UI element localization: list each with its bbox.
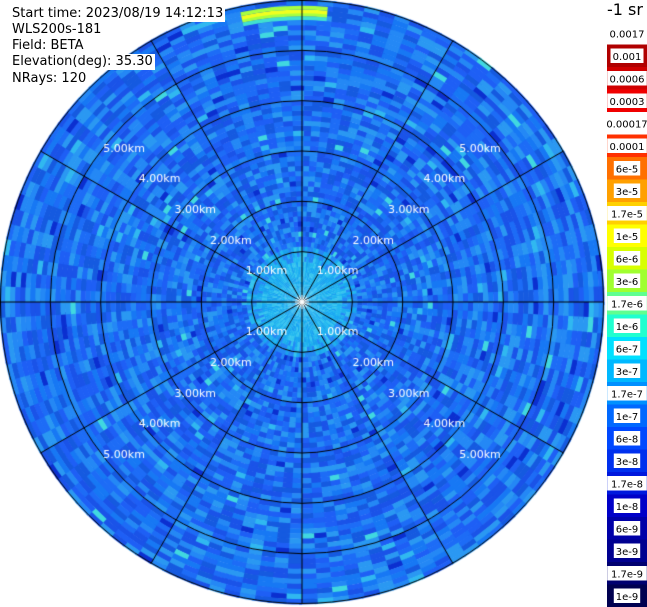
colorbar-label-bg (613, 318, 641, 333)
colorbar-tick-label: 3e-7 (616, 367, 639, 378)
colorbar-tick-label: 6e-7 (616, 344, 639, 355)
colorbar-tick-label: 6e-9 (616, 524, 639, 535)
colorbar-label-bg (613, 161, 641, 176)
colorbar-label-bg (607, 296, 647, 311)
start-time-label: Start time: 2023/08/19 14:12:13 (10, 6, 226, 22)
colorbar-tick-label: 3e-6 (616, 277, 639, 288)
elevation-label: Elevation(deg): 35.30 (10, 54, 155, 70)
colorbar-tick-label: 0.0006 (610, 74, 645, 85)
colorbar-label-bg (603, 116, 647, 131)
colorbar-label-bg (613, 363, 641, 378)
colorbar-tick-label: 6e-8 (616, 434, 639, 445)
colorbar-tick-label: 1e-5 (616, 232, 639, 243)
colorbar-tick-label: 0.00017 (606, 119, 647, 130)
radar-ppi-plot (0, 0, 607, 607)
colorbar-label-bg (607, 206, 647, 221)
colorbar-label-bg (607, 26, 647, 41)
colorbar-label-bg (613, 273, 641, 288)
colorbar-tick-label: 3e-9 (616, 547, 639, 558)
colorbar-label-bg (613, 341, 641, 356)
colorbar-label-bg (613, 251, 641, 266)
instrument-label: WLS200s-181 (10, 22, 104, 38)
colorbar-tick-label: 1e-9 (616, 592, 639, 603)
colorbar-tick-label: 1.7e-8 (611, 479, 643, 490)
colorbar-label-bg (613, 228, 641, 243)
colorbar-label-bg (607, 93, 647, 108)
colorbar-tick-label: 1e-7 (616, 412, 639, 423)
colorbar-tick-label: 0.0017 (610, 29, 645, 40)
colorbar-label-bg (607, 71, 647, 86)
colorbar-tick-label: 3e-5 (616, 187, 639, 198)
nrays-label: NRays: 120 (10, 71, 89, 87)
colorbar-tick-label: 1e-8 (616, 502, 639, 513)
colorbar-tick-label: 1.7e-5 (611, 209, 643, 220)
colorbar-tick-label: 1.7e-6 (611, 299, 643, 310)
colorbar-label-bg (607, 476, 647, 491)
colorbar-label-bg (613, 408, 641, 423)
colorbar-label-bg (613, 453, 641, 468)
colorbar-tick-label: 1.7e-7 (611, 389, 643, 400)
colorbar-label-bg (613, 521, 641, 536)
colorbar-tick-label: 1e-6 (616, 322, 639, 333)
colorbar-tick-label: 1.7e-9 (611, 569, 643, 580)
colorbar-tick-label: 6e-6 (616, 254, 639, 265)
field-label: Field: BETA (10, 38, 86, 54)
colorbar-label-bg (607, 138, 647, 153)
colorbar-tick-label: 0.0003 (610, 97, 645, 108)
colorbar-tick-label: 6e-5 (616, 164, 639, 175)
colorbar-label-bg (613, 498, 641, 513)
colorbar-label-bg (613, 588, 641, 603)
colorbar-label-bg (607, 566, 647, 581)
colorbar-label-bg (613, 543, 641, 558)
colorbar-tick-label: 0.0001 (610, 142, 645, 153)
colorbar-tick-label: 0.001 (613, 52, 642, 63)
colorbar-label-bg (610, 48, 644, 63)
colorbar-unit-label: -1 sr (607, 0, 643, 19)
colorbar-label-bg (613, 183, 641, 198)
colorbar-label-bg (607, 386, 647, 401)
colorbar-tick-label: 3e-8 (616, 457, 639, 468)
colorbar-label-bg (613, 431, 641, 446)
